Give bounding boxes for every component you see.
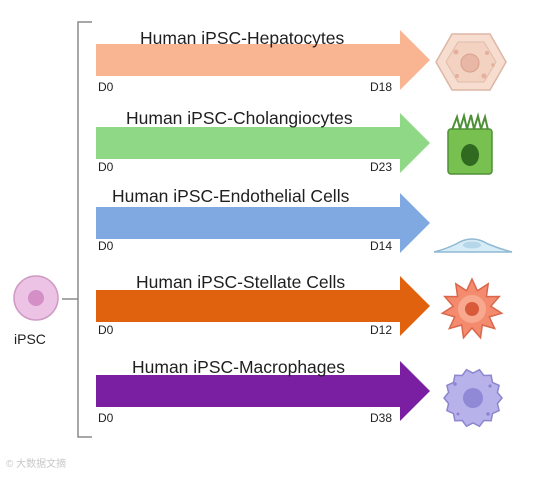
branch-bracket: [62, 21, 92, 438]
watermark: © 大数据文摘: [6, 459, 67, 470]
day-end-label: D23: [370, 160, 393, 174]
day-start-label: D0: [98, 160, 114, 174]
endothelial-cell-icon: [433, 238, 513, 253]
pathway-title: Human iPSC-Macrophages: [132, 357, 346, 377]
ipsc-cell-icon: [13, 275, 59, 321]
pathway-title: Human iPSC-Stellate Cells: [136, 272, 346, 292]
hepatocyte-arrow: [96, 30, 430, 90]
day-start-label: D0: [98, 411, 114, 425]
day-end-label: D18: [370, 80, 393, 94]
macrophage-icon: [443, 368, 503, 428]
pathway-title: Human iPSC-Cholangiocytes: [126, 108, 353, 128]
pathway-title: Human iPSC-Hepatocytes: [140, 28, 345, 48]
cholangiocyte-arrow: [96, 113, 430, 173]
day-end-label: D12: [370, 323, 393, 337]
ipsc-label: iPSC: [14, 331, 46, 347]
day-end-label: D38: [370, 411, 393, 425]
cholangiocyte-icon: [447, 112, 493, 175]
endothelial-arrow: [96, 193, 430, 253]
pathway-title: Human iPSC-Endothelial Cells: [112, 186, 350, 206]
stellate-cell-icon: [440, 277, 504, 340]
hepatocyte-icon: [435, 33, 507, 91]
day-start-label: D0: [98, 80, 114, 94]
day-start-label: D0: [98, 239, 114, 253]
stellate-arrow: [96, 276, 430, 336]
day-start-label: D0: [98, 323, 114, 337]
day-end-label: D14: [370, 239, 393, 253]
macrophage-arrow: [96, 361, 430, 421]
